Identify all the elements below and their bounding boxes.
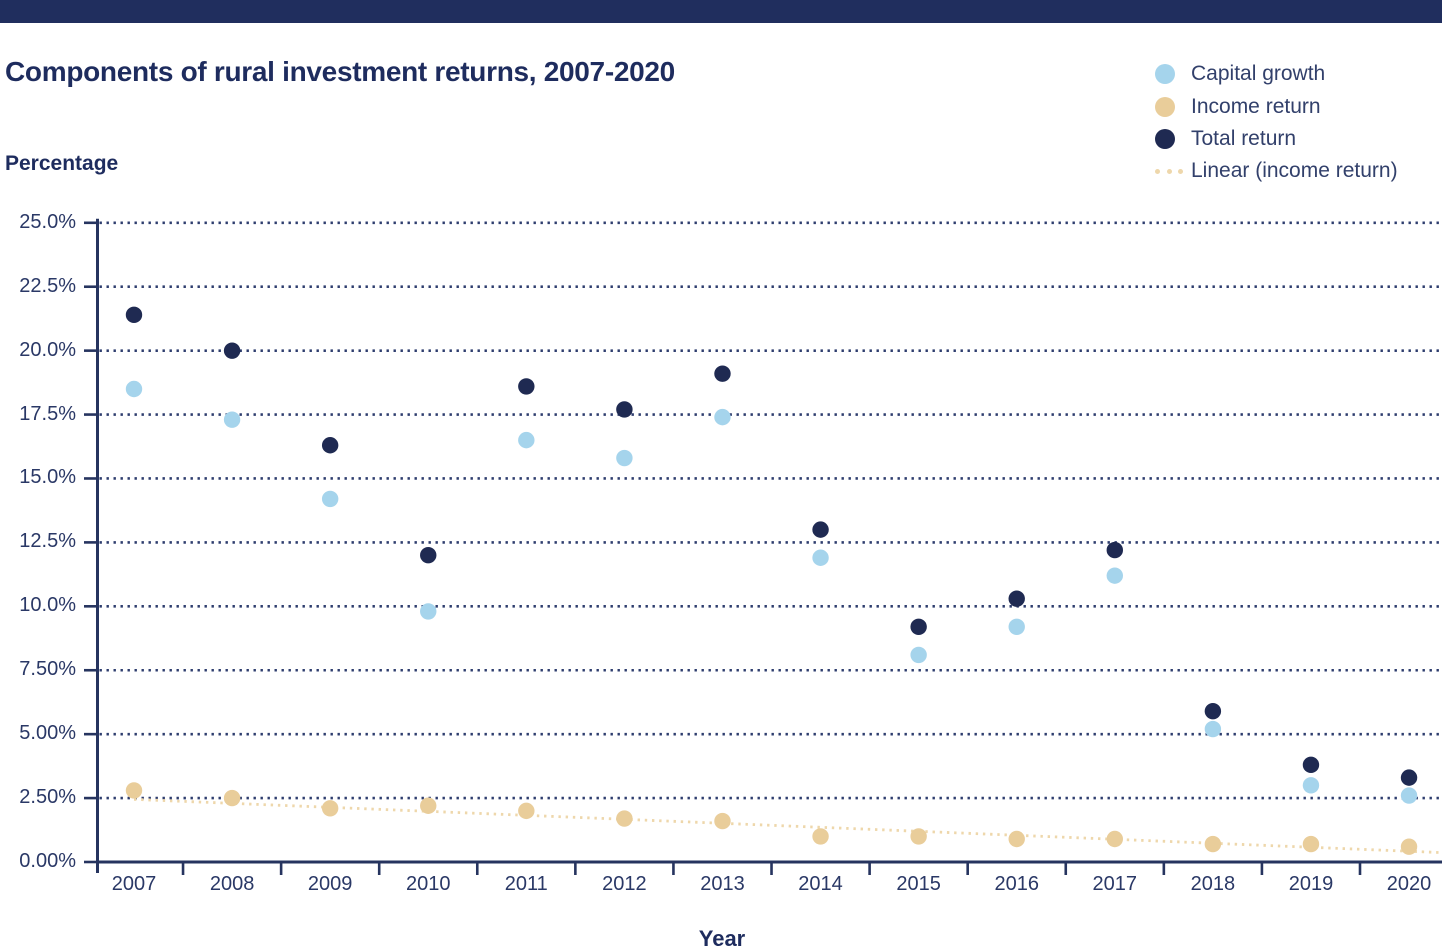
income-return-dot-2016: [1008, 830, 1025, 848]
total-return-dot-2015: [910, 618, 927, 635]
capital-growth-dot-2008: [223, 411, 241, 428]
x-tick-label: 2013: [700, 873, 745, 895]
capital-growth-dot-icon: [1155, 64, 1175, 85]
capital-growth-dot-2017: [1106, 567, 1124, 584]
income-return-dot-2020: [1400, 838, 1418, 855]
total-return-dot-2014: [812, 521, 829, 538]
capital-growth-dot-2016: [1008, 618, 1025, 635]
total-return-dot-2019: [1302, 756, 1320, 774]
total-return-dot-2010: [420, 546, 437, 564]
y-tick-label: 15.0%: [19, 466, 76, 489]
x-tick-label: 2017: [1092, 873, 1138, 895]
legend-label-income-return: Income return: [1191, 94, 1321, 118]
total-return-dot-2013: [714, 365, 731, 382]
income-return-dot-2012: [616, 810, 633, 827]
income-return-dot-icon: [1155, 96, 1175, 117]
y-tick-label: 17.5%: [19, 402, 76, 425]
y-tick-label: 2.50%: [19, 786, 76, 809]
y-tick-label: 10.0%: [19, 594, 76, 617]
income-return-dot-2009: [321, 800, 339, 817]
total-return-dot-2012: [616, 401, 633, 418]
capital-growth-dot-2015: [910, 646, 927, 664]
legend: Capital growth Income return Total retur…: [1155, 58, 1398, 188]
y-tick-label: 0.00%: [19, 850, 76, 872]
income-return-dot-2008: [223, 789, 241, 807]
capital-growth-dot-2020: [1400, 787, 1418, 804]
capital-growth-dot-2012: [616, 449, 633, 467]
income-return-dot-2010: [420, 797, 437, 814]
dotted-trend-line-icon: [1155, 168, 1183, 174]
legend-item-capital-growth: Capital growth: [1155, 58, 1398, 90]
legend-label-linear-income-return: Linear (income return): [1191, 159, 1398, 183]
x-tick-label: 2018: [1190, 873, 1236, 895]
x-tick-label: 2014: [798, 873, 843, 895]
income-return-dot-2011: [518, 802, 535, 820]
total-return-dot-2009: [321, 437, 339, 454]
legend-item-total-return: Total return: [1155, 123, 1398, 155]
chart-title: Components of rural investment returns, …: [5, 56, 675, 87]
capital-growth-dot-2007: [125, 380, 143, 398]
legend-label-total-return: Total return: [1191, 126, 1297, 150]
top-accent-bar: [0, 0, 1442, 23]
total-return-dot-2008: [223, 342, 241, 359]
x-axis-title: Year: [698, 926, 746, 951]
y-tick-label: 25.0%: [19, 210, 76, 233]
x-tick-label: 2008: [209, 873, 255, 895]
capital-growth-dot-2014: [812, 549, 829, 566]
total-return-dot-icon: [1155, 128, 1175, 149]
income-return-dot-2015: [910, 828, 927, 845]
linear-trend-line: [133, 797, 1442, 855]
total-return-dot-2011: [518, 378, 535, 395]
capital-growth-dot-2011: [518, 431, 535, 449]
capital-growth-dot-2009: [321, 490, 339, 508]
total-return-dot-2017: [1106, 541, 1124, 559]
y-tick-label: 7.50%: [19, 658, 76, 681]
x-tick-label: 2016: [994, 873, 1039, 895]
income-return-dot-2018: [1204, 835, 1222, 853]
income-return-dot-2017: [1106, 830, 1124, 848]
legend-item-linear-income-return: Linear (income return): [1155, 155, 1398, 187]
x-tick-label: 2019: [1288, 873, 1334, 895]
x-tick-label: 2020: [1386, 873, 1432, 895]
x-tick-label: 2011: [504, 873, 548, 895]
total-return-dot-2007: [125, 306, 143, 324]
y-tick-label: 5.00%: [19, 722, 76, 745]
total-return-dot-2020: [1400, 769, 1418, 786]
x-tick-label: 2010: [405, 873, 451, 895]
legend-item-income-return: Income return: [1155, 90, 1398, 122]
total-return-dot-2018: [1204, 702, 1222, 720]
income-return-dot-2014: [812, 828, 829, 845]
legend-label-capital-growth: Capital growth: [1191, 62, 1326, 86]
total-return-dot-2016: [1008, 590, 1025, 607]
y-axis-title: Percentage: [5, 152, 119, 175]
y-tick-label: 12.5%: [19, 530, 76, 553]
x-tick-label: 2012: [602, 873, 647, 895]
x-tick-label: 2015: [896, 873, 941, 895]
capital-growth-dot-2019: [1302, 777, 1320, 794]
capital-growth-dot-2013: [714, 408, 731, 426]
y-tick-label: 20.0%: [19, 338, 76, 361]
income-return-dot-2019: [1302, 835, 1320, 853]
x-tick-label: 2007: [111, 873, 157, 895]
x-tick-label: 2009: [307, 873, 353, 895]
income-return-dot-2007: [125, 782, 143, 799]
capital-growth-dot-2018: [1204, 720, 1222, 738]
capital-growth-dot-2010: [420, 603, 437, 620]
income-return-dot-2013: [714, 812, 731, 830]
y-tick-label: 22.5%: [19, 274, 76, 297]
